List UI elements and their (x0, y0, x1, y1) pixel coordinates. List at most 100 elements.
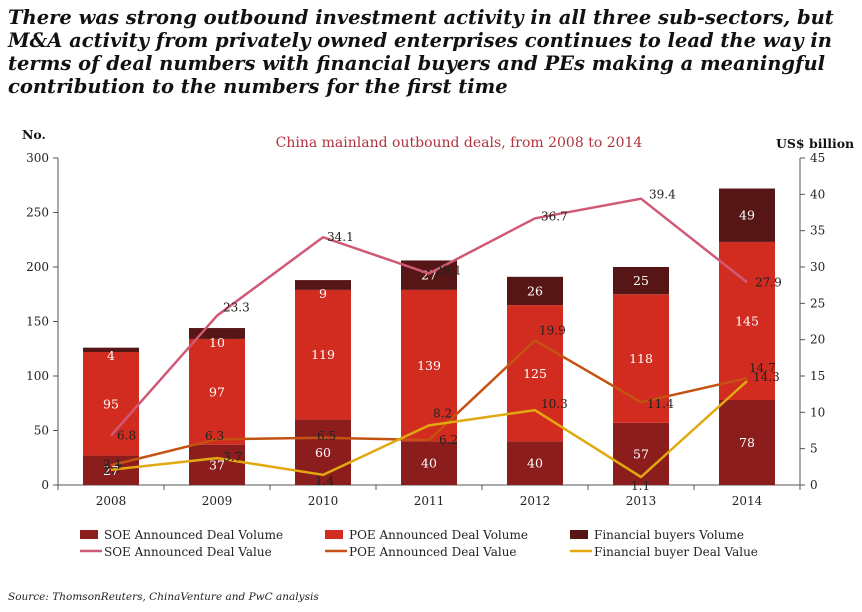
y-right-tick-label: 0 (810, 478, 818, 492)
x-tick-label: 2009 (202, 494, 233, 508)
y-left-tick-label: 300 (26, 151, 49, 165)
y-left-tick-label: 150 (26, 315, 49, 329)
line-data-label: 39.4 (649, 188, 676, 202)
bar-data-label: 9 (319, 286, 327, 301)
bar-data-label: 60 (315, 445, 331, 460)
source-note: Source: ThomsonReuters, ChinaVenture and… (8, 591, 319, 603)
legend-label: POE Announced Deal Volume (349, 528, 528, 542)
y-left-tick-label: 50 (34, 424, 49, 438)
bar-data-label: 139 (417, 358, 441, 373)
y-left-tick-label: 0 (41, 478, 49, 492)
y-right-tick-label: 10 (810, 405, 825, 419)
bar-data-label: 4 (107, 348, 115, 363)
legend-label: Financial buyer Deal Value (594, 545, 758, 559)
y-right-tick-label: 30 (810, 260, 825, 274)
value-lines: 6.823.334.129.136.739.427.92.76.3 6.5 6.21… (103, 188, 782, 493)
bar-data-label: 40 (421, 456, 437, 471)
legend-label: SOE Announced Deal Value (104, 545, 272, 559)
bar-segment (719, 188, 775, 242)
x-tick-label: 2008 (96, 494, 127, 508)
axes: 0 50 100 150 200 250 300 0 5 10 15 20 25 30 35 40 45 2008… (26, 151, 825, 508)
bar-segment (189, 328, 245, 339)
line-data-label: 1.4 (315, 474, 334, 488)
legend-label: POE Announced Deal Value (349, 545, 517, 559)
line-data-label: 6.3 (205, 429, 224, 443)
y-right-tick-label: 20 (810, 333, 825, 347)
bar-segment (401, 289, 457, 442)
line-data-label: 6.5 (317, 429, 336, 443)
y-right-tick-label: 15 (810, 369, 825, 383)
y-left-tick-label: 100 (26, 369, 49, 383)
bar-data-label: 97 (209, 384, 225, 399)
bar-data-label: 119 (311, 347, 335, 362)
bar-segment (507, 305, 563, 442)
legend-swatch (80, 530, 98, 539)
legend-label: Financial buyers Volume (594, 528, 744, 542)
headline: There was strong outbound investment act… (8, 6, 834, 98)
bar-segment (719, 399, 775, 485)
bar-data-label: 78 (739, 435, 755, 450)
x-tick-label: 2014 (732, 494, 763, 508)
bar-data-label: 10 (209, 335, 225, 350)
line-data-label: 1.1 (631, 479, 650, 493)
line-data-label: 14.3 (753, 370, 780, 384)
y-right-tick-label: 45 (810, 151, 825, 165)
bar-segment (295, 280, 351, 290)
line-data-label: 14.7 (749, 361, 776, 375)
bar-segment (83, 352, 139, 456)
line-data-label: 36.7 (541, 209, 568, 223)
line-data-label: 29.1 (435, 264, 462, 278)
y-right-tick-label: 25 (810, 296, 825, 310)
bar-data-label: 49 (739, 208, 755, 223)
line-data-label: 19.9 (539, 323, 566, 337)
y-right-tick-label: 40 (810, 187, 825, 201)
y-axis-right-label: US$ billion (776, 136, 854, 151)
x-tick-label: 2012 (520, 494, 551, 508)
bar-segment (613, 267, 669, 295)
line-data-label: 2.1 (103, 458, 122, 472)
bar-segment (83, 347, 139, 353)
legend-label: SOE Announced Deal Volume (104, 528, 283, 542)
line-data-label: 6.8 (117, 429, 136, 443)
y-right-tick-label: 5 (810, 442, 818, 456)
bar-segment (401, 260, 457, 290)
y-axis-left-label: No. (22, 127, 46, 142)
line-data-label: 11.4 (647, 397, 674, 411)
line-data-label: 10.3 (541, 397, 568, 411)
stacked-bars: 2795437971060119940139274012526571182578… (83, 188, 775, 485)
bar-data-label: 118 (629, 351, 653, 366)
line-data-label: 3.7 (223, 450, 242, 464)
bar-segment (189, 338, 245, 445)
series-line (110, 339, 748, 467)
x-tick-label: 2013 (626, 494, 657, 508)
legend-swatch (325, 530, 343, 539)
line-data-label: 8.2 (433, 406, 452, 420)
bar-data-label: 57 (633, 446, 649, 461)
bar-data-label: 95 (103, 396, 119, 411)
bar-data-label: 27 (103, 463, 119, 478)
bar-data-label: 25 (633, 273, 649, 288)
bar-data-label: 145 (735, 313, 759, 328)
line-data-label: 6.2 (439, 433, 458, 447)
line-data-label: 34.1 (327, 230, 354, 244)
bar-segment (295, 289, 351, 420)
x-tick-label: 2011 (414, 494, 445, 508)
line-data-label: 23.3 (223, 301, 250, 315)
bar-data-label: 37 (209, 457, 225, 472)
bar-data-label: 26 (527, 283, 543, 298)
bar-data-label: 40 (527, 456, 543, 471)
legend: SOE Announced Deal Volume POE Announced D… (80, 528, 758, 559)
bar-segment (189, 444, 245, 485)
bar-segment (507, 276, 563, 306)
y-left-tick-label: 250 (26, 206, 49, 220)
x-tick-label: 2010 (308, 494, 339, 508)
series-line (110, 197, 748, 437)
legend-swatch (570, 530, 588, 539)
bar-data-label: 125 (523, 366, 547, 381)
bar-segment (401, 441, 457, 485)
line-data-label: 27.9 (755, 275, 782, 289)
y-left-tick-label: 200 (26, 260, 49, 274)
chart-title: China mainland outbound deals, from 2008… (276, 135, 643, 151)
bar-segment (613, 422, 669, 485)
